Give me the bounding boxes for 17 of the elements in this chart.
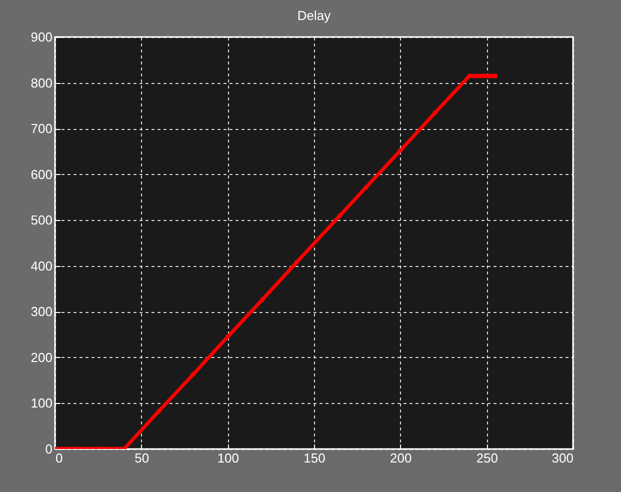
- y-tick-label: 500: [30, 212, 52, 228]
- y-tick-label: 300: [30, 304, 52, 320]
- y-tick-label: 700: [30, 121, 52, 136]
- y-tick-label: 900: [30, 30, 52, 44]
- y-tick-label: 200: [30, 350, 52, 365]
- x-tick-label: 300: [552, 450, 574, 466]
- x-tick-label: 200: [390, 450, 412, 466]
- x-tick-label: 0: [56, 450, 63, 466]
- x-tick-label: 100: [217, 450, 240, 466]
- x-tick-label: 250: [476, 450, 498, 466]
- y-tick-label: 600: [30, 166, 52, 182]
- y-tick-label: 400: [30, 258, 52, 274]
- y-tick-label: 100: [30, 396, 52, 411]
- chart-title: Delay: [297, 8, 332, 23]
- y-tick-label: 800: [30, 75, 52, 90]
- x-tick-label: 150: [304, 450, 326, 466]
- x-tick-label: 50: [134, 450, 150, 466]
